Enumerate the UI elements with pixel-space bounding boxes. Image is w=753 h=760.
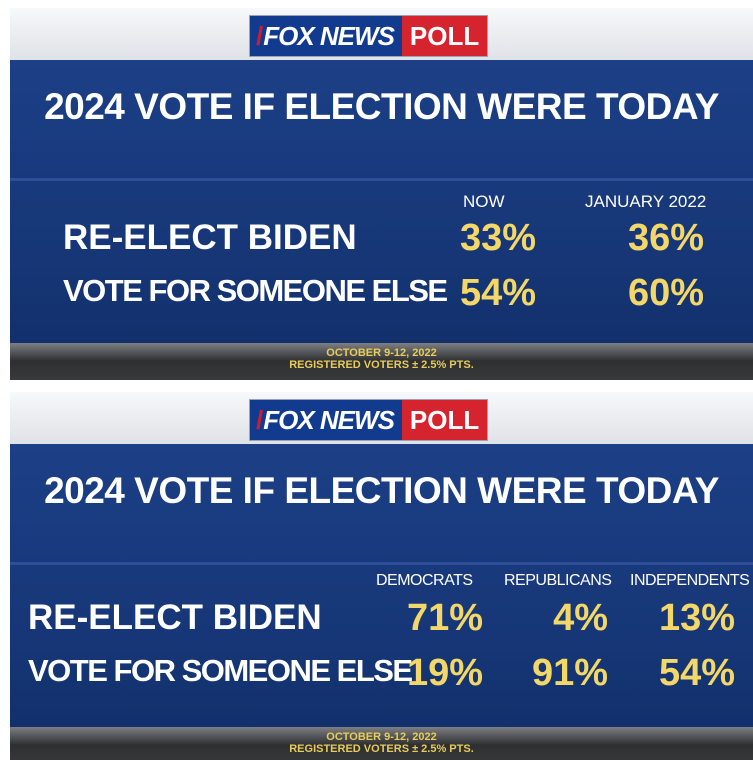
fox-news-poll-logo: / FOX NEWS POLL — [249, 15, 489, 57]
value-reelect-independents: 13% — [658, 597, 735, 639]
logo-brand-text: FOX NEWS — [263, 404, 395, 435]
row-label-someone-else: VOTE FOR SOMEONE ELSE — [63, 273, 448, 308]
poll-title: 2024 VOTE IF ELECTION WERE TODAY — [44, 86, 719, 127]
fox-news-poll-logo: / FOX NEWS POLL — [249, 399, 489, 441]
logo-bar: / FOX NEWS POLL — [10, 8, 753, 60]
value-reelect-now: 33% — [459, 217, 536, 259]
logo-poll-text: POLL — [409, 20, 480, 51]
row-label-someone-else: VOTE FOR SOMEONE ELSE — [28, 653, 413, 688]
poll-graphic-2: / FOX NEWS POLL 2024 VOTE IF ELECTION WER… — [10, 392, 753, 760]
footer-sample: REGISTERED VOTERS ± 2.5% PTS. — [289, 359, 474, 371]
column-header-democrats: DEMOCRATS — [376, 572, 473, 589]
poll-footer: OCTOBER 9-12, 2022 REGISTERED VOTERS ± 2… — [10, 343, 753, 380]
row-label-reelect-biden: RE-ELECT BIDEN — [63, 218, 357, 257]
value-someone-else-now: 54% — [459, 272, 536, 314]
poll-board: 2024 VOTE IF ELECTION WERE TODAY DEMOCRA… — [10, 444, 753, 727]
poll-graphic-1: / FOX NEWS POLL 2024 VOTE IF ELECTION WER… — [10, 8, 753, 380]
value-someone-else-republicans: 91% — [531, 652, 608, 694]
value-reelect-republicans: 4% — [553, 597, 608, 639]
column-header-independents: INDEPENDENTS — [630, 572, 750, 589]
value-reelect-jan2022: 36% — [627, 217, 704, 259]
value-someone-else-democrats: 19% — [406, 652, 483, 694]
divider — [10, 562, 753, 565]
column-header-now: NOW — [463, 192, 505, 211]
column-header-republicans: REPUBLICANS — [504, 572, 612, 589]
poll-board: 2024 VOTE IF ELECTION WERE TODAY NOW JAN… — [10, 60, 753, 343]
poll-footer: OCTOBER 9-12, 2022 REGISTERED VOTERS ± 2… — [10, 727, 753, 760]
logo-brand-text: FOX NEWS — [263, 20, 395, 51]
value-reelect-democrats: 71% — [406, 597, 483, 639]
row-label-reelect-biden: RE-ELECT BIDEN — [28, 598, 322, 637]
divider — [10, 178, 753, 181]
logo-poll-text: POLL — [409, 404, 480, 435]
value-someone-else-jan2022: 60% — [627, 272, 704, 314]
footer-date: OCTOBER 9-12, 2022 — [326, 347, 437, 359]
poll-title: 2024 VOTE IF ELECTION WERE TODAY — [44, 470, 719, 511]
value-someone-else-independents: 54% — [658, 652, 735, 694]
column-header-january-2022: JANUARY 2022 — [585, 192, 707, 211]
logo-bar: / FOX NEWS POLL — [10, 392, 753, 444]
footer-sample: REGISTERED VOTERS ± 2.5% PTS. — [289, 743, 474, 755]
footer-date: OCTOBER 9-12, 2022 — [326, 731, 437, 743]
